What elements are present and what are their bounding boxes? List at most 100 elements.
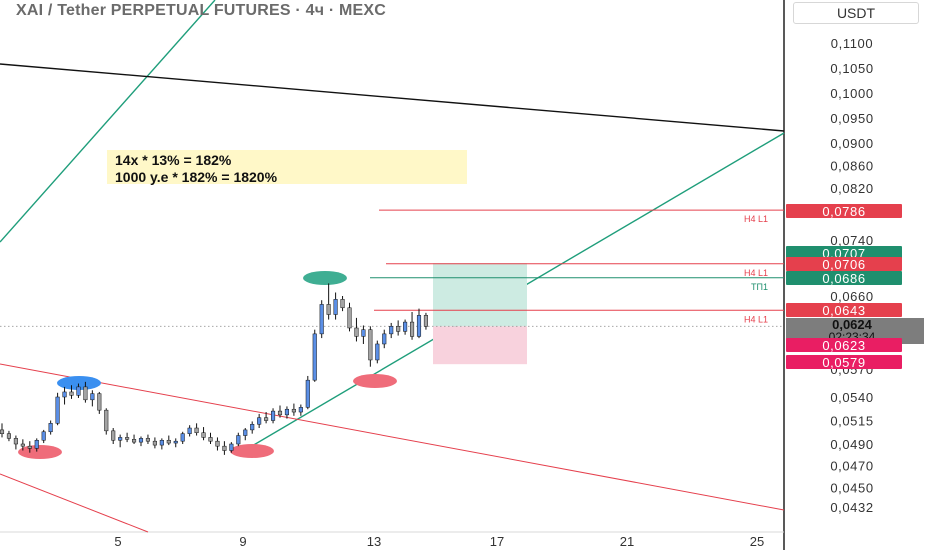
candle[interactable] <box>194 423 199 436</box>
candle-body <box>118 437 123 441</box>
plot-area[interactable] <box>0 0 784 532</box>
price-tick-label: 0,0490 <box>830 437 873 452</box>
candle[interactable] <box>41 429 46 444</box>
price-badge-label: 0,0643 <box>822 303 865 318</box>
candle[interactable] <box>305 375 310 410</box>
candle[interactable] <box>97 391 102 414</box>
price-tick-label: 0,0740 <box>830 233 873 248</box>
candle-body <box>340 299 345 309</box>
candle-body <box>152 440 157 446</box>
candle[interactable] <box>277 405 283 418</box>
candle[interactable] <box>187 425 192 437</box>
candle[interactable] <box>236 432 241 447</box>
candle[interactable] <box>6 430 11 442</box>
candle[interactable] <box>0 423 5 438</box>
candle-body <box>125 437 130 440</box>
candle-body <box>0 429 5 434</box>
candle[interactable] <box>145 434 150 444</box>
candle-body <box>166 439 171 444</box>
candle[interactable] <box>375 340 380 364</box>
pivot-low-marker <box>18 445 62 459</box>
candle[interactable] <box>222 441 227 455</box>
candle-body <box>354 327 359 337</box>
candle[interactable] <box>271 408 276 424</box>
candle[interactable] <box>243 428 248 441</box>
candle[interactable] <box>354 317 359 342</box>
candle[interactable] <box>159 438 164 450</box>
candle[interactable] <box>13 435 18 450</box>
candle[interactable] <box>410 311 415 340</box>
time-tick-label: 9 <box>239 534 246 549</box>
channel-line-top <box>0 363 785 511</box>
candle-body <box>41 431 46 441</box>
price-tick-label: 0,0540 <box>830 390 873 405</box>
candle[interactable] <box>416 308 422 339</box>
price-badge-label: 0,0706 <box>822 257 865 272</box>
candle[interactable] <box>382 329 387 349</box>
price-tick-label: 0,0820 <box>830 181 873 196</box>
candle[interactable] <box>403 319 408 335</box>
candle[interactable] <box>368 326 373 367</box>
candle[interactable] <box>20 439 25 451</box>
candle[interactable] <box>69 385 74 399</box>
candle[interactable] <box>111 428 116 444</box>
candle[interactable] <box>201 427 206 441</box>
level-label: H4 L1 <box>744 214 768 224</box>
candle[interactable] <box>215 437 220 451</box>
candle[interactable] <box>104 408 109 435</box>
candle[interactable] <box>118 434 123 448</box>
candle[interactable] <box>319 300 324 339</box>
candle[interactable] <box>361 325 366 344</box>
candle[interactable] <box>76 383 81 398</box>
candle[interactable] <box>166 435 171 446</box>
candle[interactable] <box>264 412 269 424</box>
channel-line-bottom <box>0 473 149 533</box>
candle[interactable] <box>132 434 137 444</box>
candle[interactable] <box>90 390 95 407</box>
currency-selector[interactable]: USDT <box>793 2 919 24</box>
candle[interactable] <box>48 420 53 435</box>
candle-body <box>243 429 248 436</box>
candle-body <box>34 439 39 449</box>
candle[interactable] <box>83 381 88 403</box>
candle[interactable] <box>152 437 157 449</box>
time-tick-label: 21 <box>620 534 634 549</box>
candle[interactable] <box>27 441 32 453</box>
candle[interactable] <box>138 436 144 447</box>
candle[interactable] <box>298 404 303 416</box>
candle[interactable] <box>250 421 255 434</box>
candle-body <box>97 393 102 411</box>
level-label: H4 L1 <box>744 314 768 324</box>
candle-body <box>277 410 283 416</box>
price-tick-label: 0,0470 <box>830 459 873 474</box>
price-badge <box>786 271 902 285</box>
candle[interactable] <box>208 432 213 444</box>
candle[interactable] <box>173 438 178 448</box>
candle[interactable] <box>229 442 234 453</box>
candle[interactable] <box>340 296 345 312</box>
candle[interactable] <box>326 283 331 320</box>
candle[interactable] <box>62 386 67 405</box>
candle[interactable] <box>257 413 262 429</box>
candle[interactable] <box>34 438 39 452</box>
candle[interactable] <box>291 403 296 416</box>
candle[interactable] <box>333 292 338 320</box>
candle[interactable] <box>347 302 352 332</box>
pivot-low-marker <box>353 374 397 388</box>
candle[interactable] <box>55 392 60 426</box>
candle-body <box>194 427 199 433</box>
candle[interactable] <box>125 432 130 443</box>
candle-body <box>48 423 53 433</box>
candle[interactable] <box>396 320 401 336</box>
candle-body <box>229 443 234 451</box>
candle-body <box>347 307 352 329</box>
candle-body <box>305 379 310 408</box>
candle[interactable] <box>423 312 428 330</box>
candle[interactable] <box>389 322 394 339</box>
candle[interactable] <box>284 406 289 419</box>
candle[interactable] <box>180 431 185 444</box>
candle-body <box>187 427 192 434</box>
candle[interactable] <box>312 329 317 382</box>
